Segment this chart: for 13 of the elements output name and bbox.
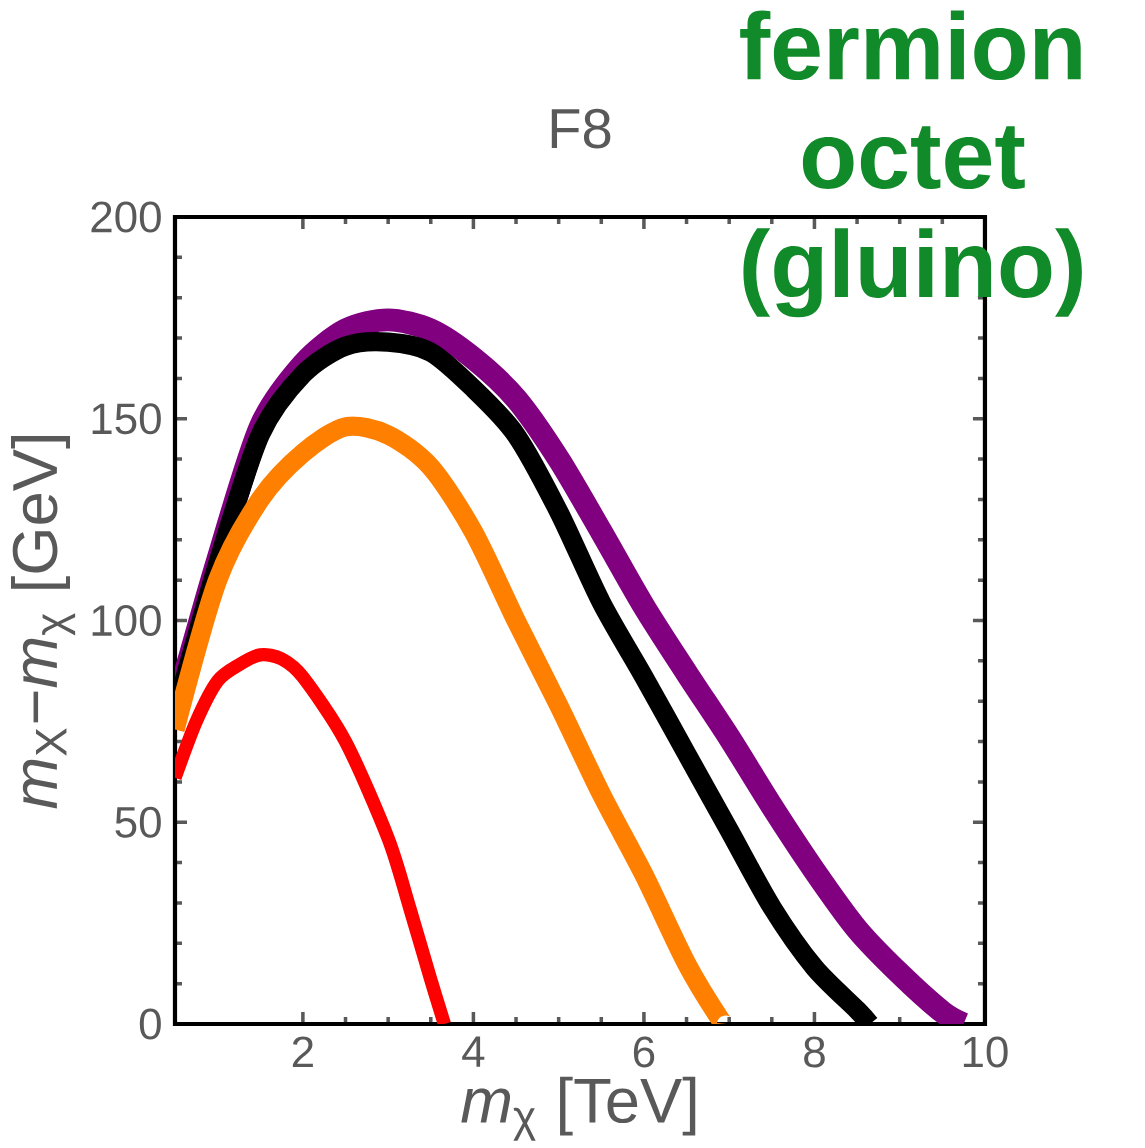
x-tick-label: 4 <box>462 1036 485 1067</box>
x-tick-label: 8 <box>804 1036 825 1068</box>
y-tick-label: 50 <box>115 806 161 838</box>
y-tick-label: 200 <box>91 201 161 233</box>
chart-title: F8 <box>551 108 611 149</box>
y-tick-label: 100 <box>92 604 161 637</box>
y-tick-label: 150 <box>92 403 161 435</box>
y-axis-title: m$_{X}$−m$_{χ}$ [GeV] <box>11 436 76 809</box>
x-tick-label: 2 <box>292 1036 313 1068</box>
y-tick-label: 0 <box>139 1008 161 1040</box>
x-axis-title: m$_{χ}$ [TeV] <box>461 1076 696 1141</box>
x-tick-label: 6 <box>633 1036 655 1068</box>
x-tick-label: 10 <box>963 1036 1008 1068</box>
